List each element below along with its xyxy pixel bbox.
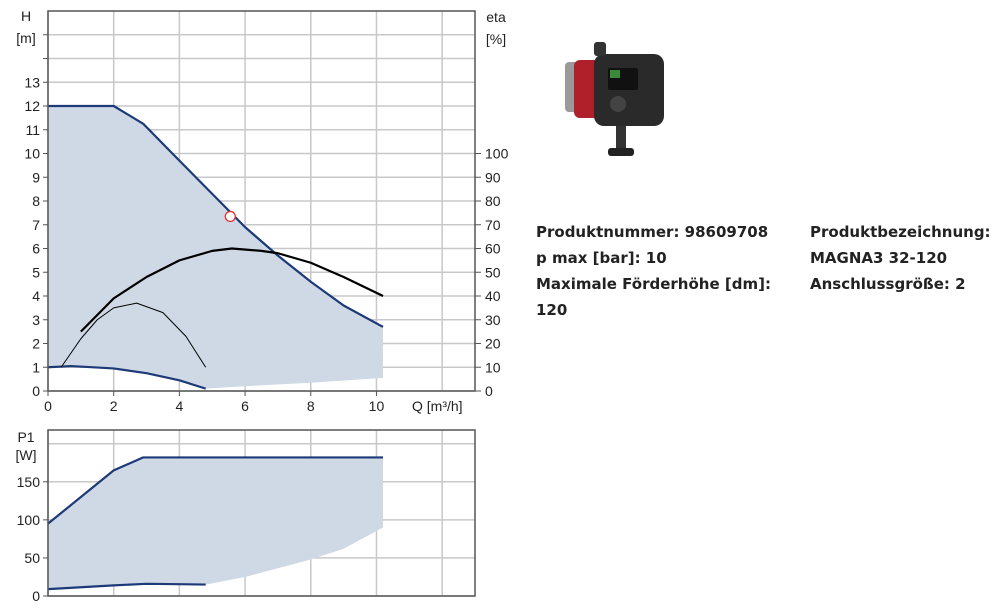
y2-tick-label: 60 [485, 241, 501, 257]
y2-tick-label: 20 [485, 336, 501, 352]
curve-H-min [47, 364, 206, 390]
x-tick-label: 6 [241, 398, 249, 414]
max-pressure: p max [bar]: 10 [536, 249, 667, 267]
product-designation-value: MAGNA3 32-120 [810, 249, 948, 267]
y2-tick-label: 10 [485, 359, 501, 375]
y2-axis-unit: [%] [486, 31, 506, 47]
y-tick-label: 12 [24, 98, 40, 114]
y2-tick-label: 50 [485, 264, 501, 280]
x-tick-label: 4 [175, 398, 183, 414]
x-tick-label: 2 [110, 398, 118, 414]
y-tick-label: 5 [32, 264, 40, 280]
x-tick-label: 8 [307, 398, 315, 414]
y-tick-label: 1 [32, 359, 40, 375]
operating-point [224, 210, 236, 223]
product-info-right: Produktbezeichnung: MAGNA3 32-120 Anschl… [810, 219, 1000, 297]
y-tick-label: 6 [32, 241, 40, 257]
y2-tick-label: 40 [485, 288, 501, 304]
product-designation-label: Produktbezeichnung: [810, 223, 991, 241]
x-axis-label: Q [m³/h] [412, 398, 463, 414]
operating-range-area [48, 106, 384, 389]
y2-tick-label: 80 [485, 193, 501, 209]
y-tick-label: 3 [32, 312, 40, 328]
curve-H-max [48, 104, 384, 328]
y-tick-label: 150 [17, 474, 41, 490]
max-head-label: Maximale Förderhöhe [dm]: [536, 275, 771, 293]
y2-tick-label: 0 [485, 383, 493, 399]
y-axis-unit: [m] [16, 30, 35, 46]
y2-tick-label: 90 [485, 169, 501, 185]
pump-product-image [565, 42, 664, 156]
y2-axis-label: eta [486, 9, 506, 25]
y-axis-label: H [21, 8, 31, 24]
y-tick-label: 8 [32, 193, 40, 209]
x-tick-label: 10 [369, 398, 385, 414]
y-tick-label: 100 [17, 512, 41, 528]
operating-range-area [48, 457, 384, 590]
curve-P1-min [47, 582, 206, 591]
product-info-left: Produktnummer: 98609708 p max [bar]: 10 … [536, 219, 786, 323]
x-tick-label: 0 [44, 398, 52, 414]
power-chart: 0 50 100 150 P1 [W] [16, 429, 476, 604]
y-tick-label: 13 [24, 74, 40, 90]
curve-eta-min [60, 302, 207, 368]
y-tick-label: 7 [32, 217, 40, 233]
y-axis-unit: [W] [16, 447, 37, 463]
y2-tick-label: 70 [485, 217, 501, 233]
y2-tick-label: 100 [485, 146, 509, 162]
plot-frame [47, 429, 476, 597]
y-tick-label: 0 [32, 588, 40, 604]
max-head-value: 120 [536, 301, 568, 319]
y-axis-label: P1 [17, 429, 34, 445]
y2-tick-label: 30 [485, 312, 501, 328]
y-tick-label: 11 [25, 122, 40, 138]
connection-size: Anschlussgröße: 2 [810, 275, 966, 293]
curve-eta-max [80, 247, 384, 333]
y-tick-label: 10 [24, 146, 40, 162]
curve-P1-max [47, 456, 384, 525]
y-tick-label: 50 [24, 550, 40, 566]
y-tick-label: 9 [32, 169, 40, 185]
product-number: Produktnummer: 98609708 [536, 223, 769, 241]
y-tick-label: 4 [32, 288, 40, 304]
y-tick-label: 0 [32, 383, 40, 399]
y-tick-label: 2 [32, 336, 40, 352]
